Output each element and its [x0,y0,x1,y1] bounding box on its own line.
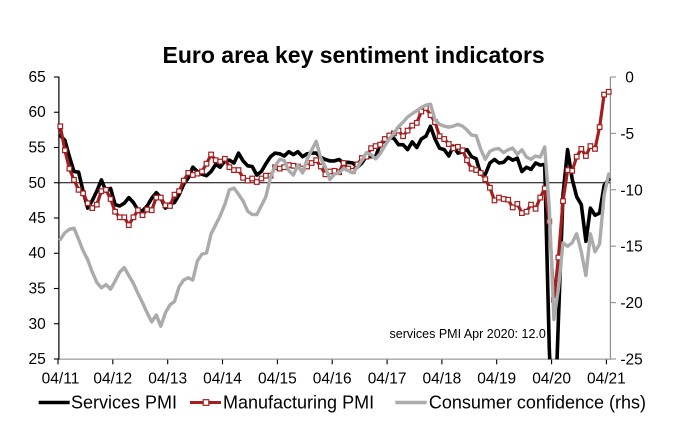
svg-text:04/13: 04/13 [148,370,187,387]
svg-text:-10: -10 [620,182,643,199]
svg-text:-20: -20 [620,295,643,312]
svg-text:50: 50 [29,175,47,192]
svg-text:04/21: 04/21 [587,370,626,387]
svg-text:0: 0 [625,70,634,87]
svg-text:04/19: 04/19 [477,370,516,387]
svg-text:60: 60 [29,104,47,121]
svg-text:35: 35 [29,281,46,298]
svg-text:40: 40 [29,245,47,262]
svg-text:services PMI Apr 2020: 12.0: services PMI Apr 2020: 12.0 [390,327,546,341]
svg-text:45: 45 [29,210,46,227]
svg-text:Manufacturing PMI: Manufacturing PMI [223,393,374,413]
svg-text:04/18: 04/18 [423,370,462,387]
svg-text:04/12: 04/12 [93,370,132,387]
svg-text:04/17: 04/17 [368,370,407,387]
svg-text:04/20: 04/20 [532,370,571,387]
svg-text:Euro area key sentiment indica: Euro area key sentiment indicators [163,42,545,68]
svg-text:Consumer confidence (rhs): Consumer confidence (rhs) [429,393,646,413]
svg-text:04/11: 04/11 [42,370,80,387]
svg-text:25: 25 [29,351,46,368]
svg-text:-25: -25 [620,352,642,369]
svg-text:30: 30 [29,316,47,333]
svg-text:55: 55 [29,140,46,157]
svg-text:04/15: 04/15 [258,370,297,387]
svg-text:04/14: 04/14 [203,370,242,387]
svg-text:Services PMI: Services PMI [71,393,177,413]
svg-text:04/16: 04/16 [313,370,352,387]
svg-text:-15: -15 [620,239,642,256]
svg-text:-5: -5 [620,126,634,143]
svg-text:65: 65 [29,69,46,86]
